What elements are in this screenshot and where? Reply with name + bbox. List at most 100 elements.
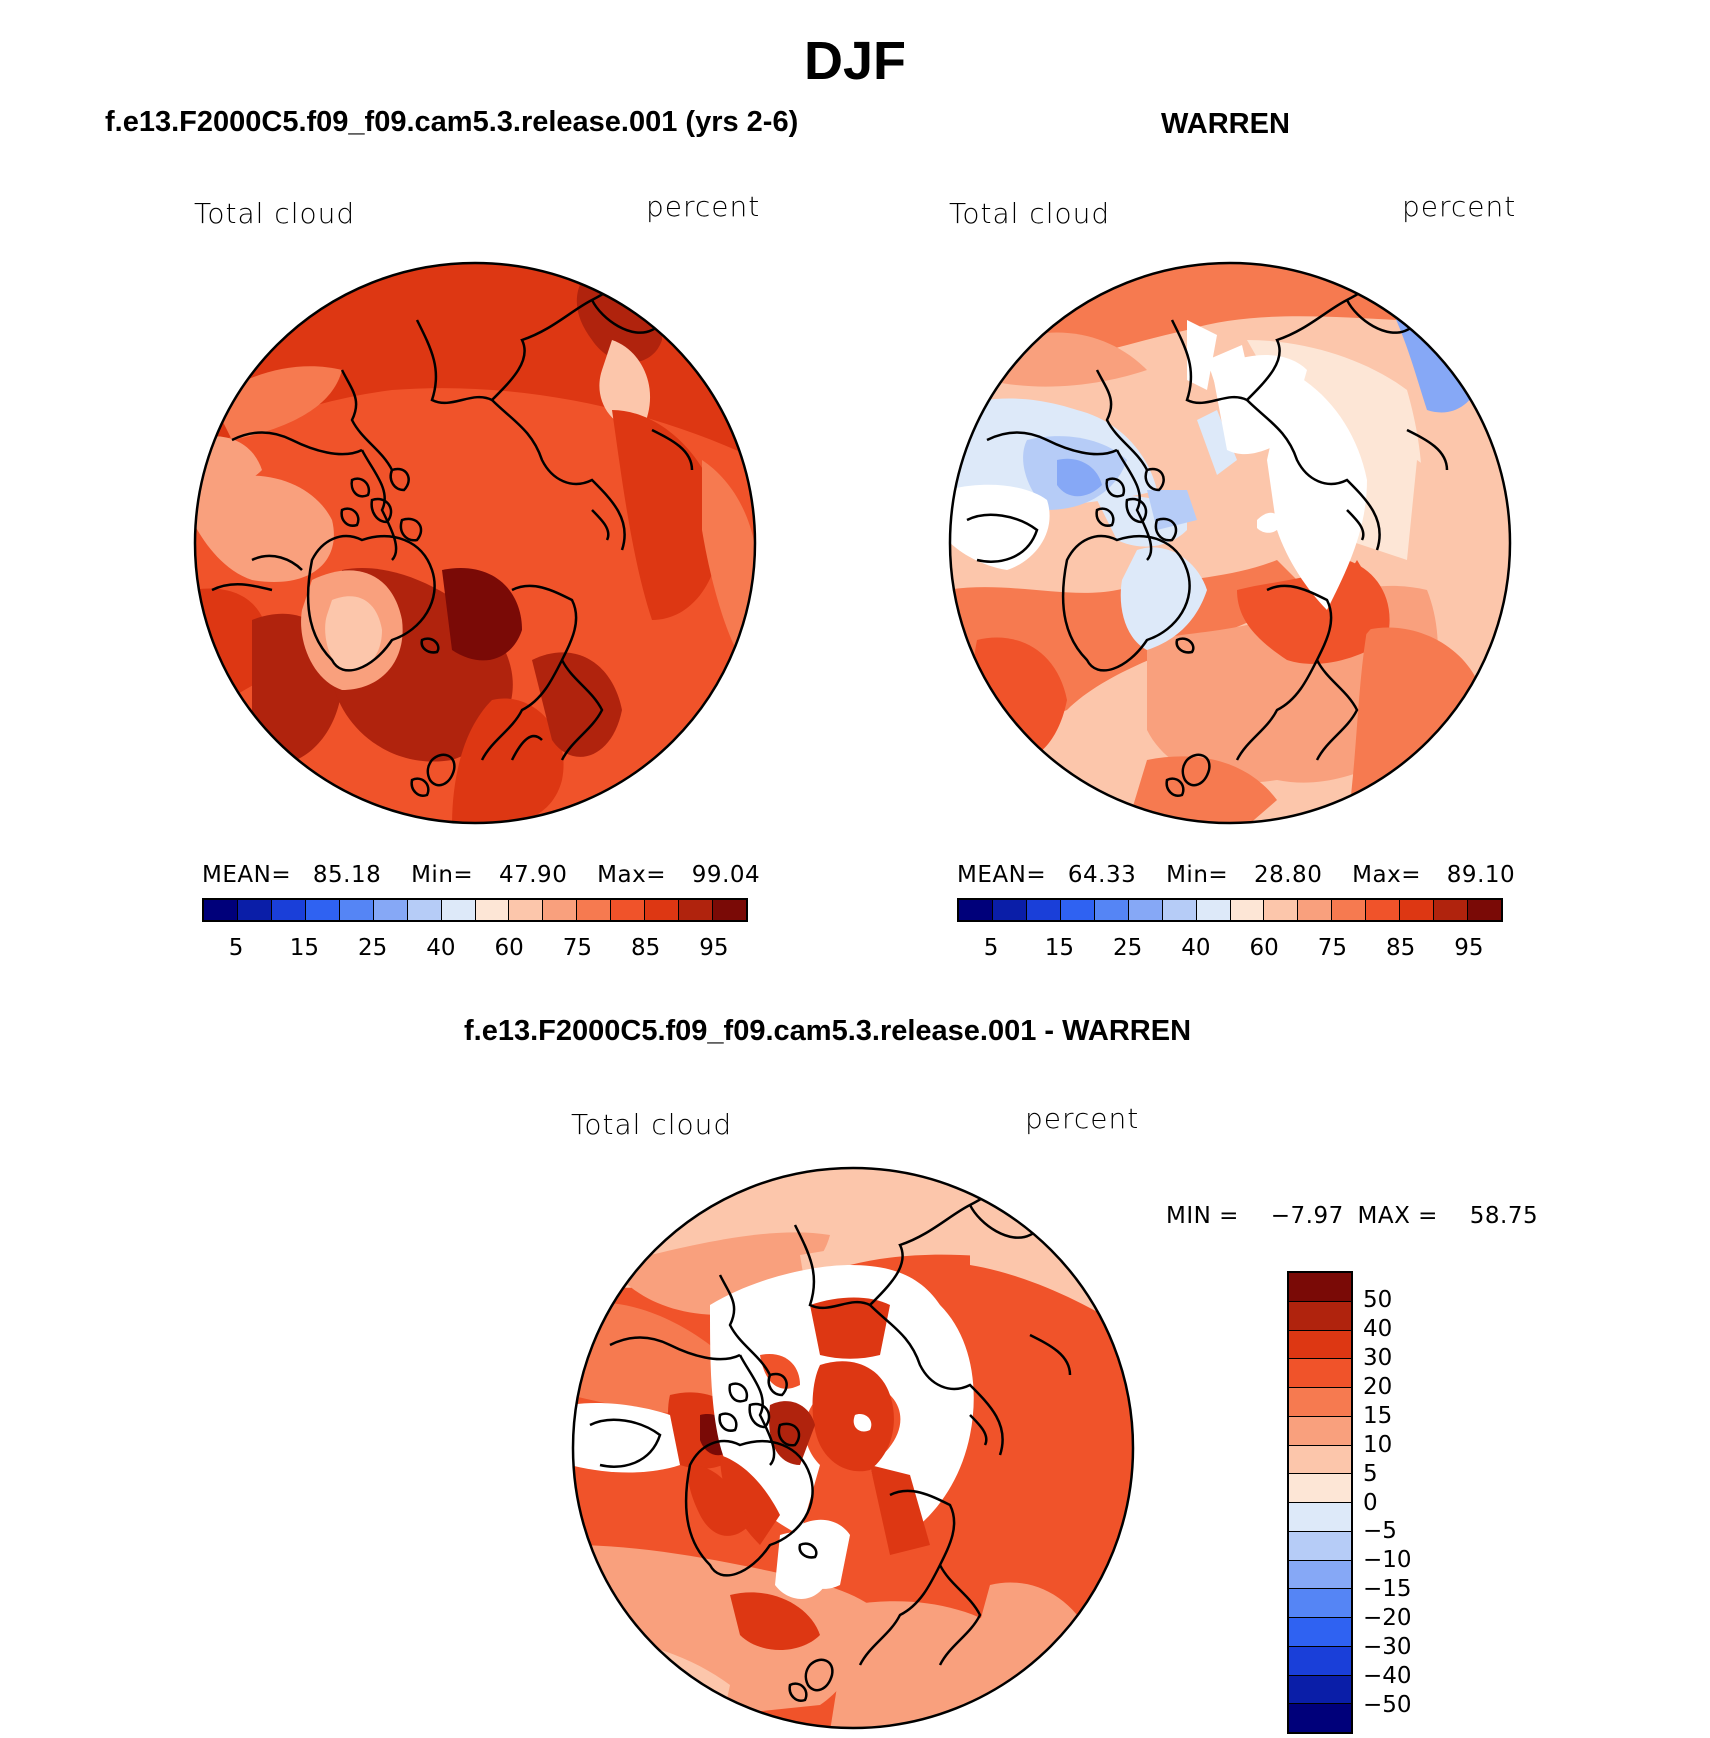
colorbar-swatch <box>1434 900 1469 920</box>
colorbar-swatch <box>543 900 578 920</box>
obs-min-label: Min= <box>1166 862 1229 888</box>
colorbar-swatch <box>1289 1416 1351 1446</box>
colorbar-swatch <box>407 900 442 920</box>
colorbar-tick-label: 5 <box>228 935 244 961</box>
obs-units-label: percent <box>1402 190 1517 223</box>
model-variable-label: Total cloud <box>194 197 356 230</box>
obs-variable-label: Total cloud <box>949 197 1111 230</box>
colorbar-swatch <box>1162 900 1197 920</box>
colorbar-tick-label: 20 <box>1363 1373 1393 1400</box>
colorbar-swatch <box>1289 1273 1351 1302</box>
model-stats: MEAN= 85.18 Min= 47.90 Max= 99.04 <box>202 862 760 888</box>
colorbar-swatch <box>305 900 340 920</box>
colorbar-swatch <box>1230 900 1265 920</box>
colorbar-swatch <box>1400 900 1435 920</box>
colorbar-swatch <box>1332 900 1367 920</box>
obs-stats: MEAN= 64.33 Min= 28.80 Max= 89.10 <box>957 862 1515 888</box>
colorbar-tick-label: −50 <box>1363 1692 1412 1719</box>
model-units-label: percent <box>646 190 761 223</box>
obs-colorbar <box>957 898 1503 922</box>
colorbar-swatch <box>339 900 374 920</box>
colorbar-swatch <box>1128 900 1163 920</box>
diff-min-label: MIN = <box>1166 1203 1239 1229</box>
colorbar-swatch <box>1060 900 1095 920</box>
diff-colorbar-labels: 50 40 30 20 15 10 5 0 −5 −10 −15 −20 −30 −40 −50 <box>1363 1271 1443 1734</box>
model-max-value: 99.04 <box>691 862 761 888</box>
colorbar-tick-label: −20 <box>1363 1605 1412 1632</box>
colorbar-swatch <box>1026 900 1061 920</box>
diff-colorbar <box>1287 1271 1353 1734</box>
obs-max-value: 89.10 <box>1446 862 1516 888</box>
colorbar-swatch <box>475 900 510 920</box>
colorbar-swatch <box>1289 1560 1351 1590</box>
model-mean-value: 85.18 <box>312 862 382 888</box>
colorbar-swatch <box>1468 900 1501 920</box>
obs-panel-title: WARREN <box>1161 108 1290 140</box>
colorbar-swatch <box>645 900 680 920</box>
colorbar-tick-label: 95 <box>699 935 729 961</box>
obs-polar-map <box>948 261 1512 825</box>
diff-polar-map <box>571 1166 1135 1730</box>
colorbar-swatch <box>1289 1704 1351 1732</box>
colorbar-swatch <box>1264 900 1299 920</box>
colorbar-tick-label: 25 <box>1112 935 1143 961</box>
diff-units-label: percent <box>1025 1102 1140 1135</box>
diff-max-value: 58.75 <box>1469 1203 1539 1229</box>
colorbar-tick-label: −40 <box>1363 1663 1412 1690</box>
colorbar-swatch <box>577 900 612 920</box>
diff-panel-title: f.e13.F2000C5.f09_f09.cam5.3.release.001… <box>464 1015 1192 1047</box>
colorbar-tick-label: 95 <box>1454 935 1484 961</box>
obs-colorbar-labels: 5 15 25 40 60 75 85 95 <box>957 935 1503 965</box>
diff-max-label: MAX = <box>1357 1203 1438 1229</box>
figure-title: DJF <box>803 31 906 91</box>
colorbar-swatch <box>1289 1618 1351 1647</box>
colorbar-tick-label: 25 <box>357 935 388 961</box>
colorbar-swatch <box>509 900 544 920</box>
model-panel-title: f.e13.F2000C5.f09_f09.cam5.3.release.001… <box>105 106 799 138</box>
colorbar-tick-label: 5 <box>1363 1460 1378 1487</box>
colorbar-swatch <box>1289 1359 1351 1388</box>
colorbar-swatch <box>992 900 1027 920</box>
colorbar-tick-label: 85 <box>630 935 661 961</box>
colorbar-swatch <box>204 900 238 920</box>
colorbar-swatch <box>441 900 476 920</box>
colorbar-tick-label: −15 <box>1363 1576 1412 1603</box>
colorbar-tick-label: −5 <box>1363 1518 1397 1545</box>
colorbar-swatch <box>679 900 714 920</box>
obs-mean-label: MEAN= <box>957 862 1047 888</box>
colorbar-swatch <box>237 900 272 920</box>
colorbar-tick-label: −30 <box>1363 1634 1412 1661</box>
model-colorbar <box>202 898 748 922</box>
colorbar-tick-label: 5 <box>983 935 999 961</box>
colorbar-swatch <box>1289 1474 1351 1503</box>
colorbar-swatch <box>1289 1330 1351 1360</box>
diff-min-value: −7.97 <box>1270 1203 1344 1229</box>
obs-mean-value: 64.33 <box>1067 862 1137 888</box>
model-min-label: Min= <box>411 862 474 888</box>
colorbar-swatch <box>1289 1301 1351 1331</box>
colorbar-swatch <box>1289 1531 1351 1561</box>
colorbar-swatch <box>1289 1589 1351 1618</box>
colorbar-swatch <box>959 900 993 920</box>
colorbar-swatch <box>271 900 306 920</box>
colorbar-tick-label: 85 <box>1385 935 1416 961</box>
colorbar-swatch <box>1289 1503 1351 1532</box>
colorbar-tick-label: −10 <box>1363 1547 1412 1574</box>
colorbar-tick-label: 60 <box>494 935 524 961</box>
colorbar-tick-label: 0 <box>1363 1489 1378 1516</box>
diff-stats: MIN = −7.97 MAX = 58.75 <box>1166 1203 1538 1229</box>
colorbar-swatch <box>1094 900 1129 920</box>
obs-max-label: Max= <box>1352 862 1421 888</box>
model-max-label: Max= <box>597 862 666 888</box>
colorbar-tick-label: 15 <box>1363 1402 1393 1429</box>
colorbar-tick-label: 40 <box>1363 1315 1393 1342</box>
colorbar-tick-label: 30 <box>1363 1344 1393 1371</box>
model-mean-label: MEAN= <box>202 862 292 888</box>
colorbar-swatch <box>1289 1388 1351 1417</box>
colorbar-tick-label: 10 <box>1363 1431 1393 1458</box>
colorbar-tick-label: 60 <box>1249 935 1279 961</box>
colorbar-tick-label: 40 <box>426 935 456 961</box>
model-polar-map <box>193 261 757 825</box>
colorbar-swatch <box>1289 1445 1351 1475</box>
colorbar-swatch <box>373 900 408 920</box>
